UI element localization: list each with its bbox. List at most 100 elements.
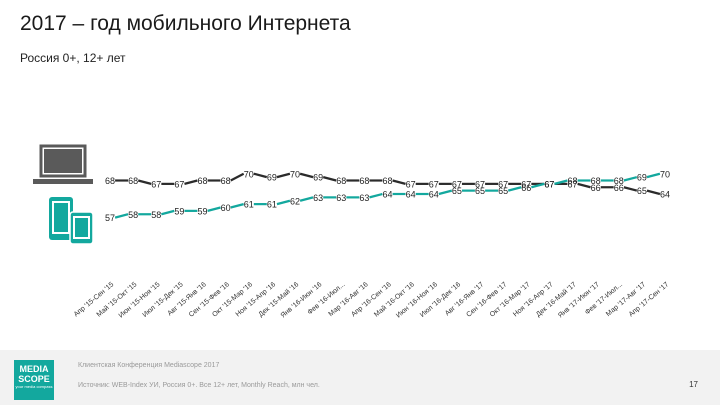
series-0-data-label: 67	[498, 179, 508, 189]
page-number: 17	[689, 380, 698, 389]
footer-source: Источник: WEB-Index УИ, Россия 0+. Все 1…	[78, 382, 320, 389]
series-1-data-label: 58	[151, 210, 161, 220]
series-1-data-label: 68	[614, 176, 624, 186]
series-0-segment	[623, 186, 638, 192]
logo-tag: your media compass	[15, 384, 53, 389]
x-tick-label: Апр '16-Сен '16	[350, 281, 393, 318]
series-1-data-label: 64	[382, 190, 392, 200]
tablet-phone-icon	[49, 197, 94, 245]
series-1-data-label: 66	[521, 183, 531, 193]
series-1-data-label: 65	[475, 186, 485, 196]
series-1-data-label: 64	[429, 190, 439, 200]
x-tick-label: Ноя '15-Апр '16	[235, 281, 278, 318]
series-1-segment	[161, 209, 175, 216]
series-1-data-label: 63	[313, 193, 323, 203]
series-0-data-label: 67	[567, 179, 577, 189]
logo-line2: SCOPE	[18, 374, 50, 384]
series-1-segment	[114, 213, 129, 219]
page-title: 2017 – год мобильного Интернета	[20, 12, 351, 35]
series-1-data-label: 67	[544, 179, 554, 189]
series-1-data-label: 68	[567, 176, 577, 186]
series-0-segment	[299, 172, 314, 179]
series-0-segment	[276, 172, 291, 179]
series-0-data-label: 65	[637, 186, 647, 196]
series-0-segment	[137, 179, 152, 185]
series-1-data-label: 58	[128, 210, 138, 220]
x-tick-label: Дек '15-Май '16	[257, 280, 300, 318]
series-0-data-label: 68	[382, 176, 392, 186]
x-tick-label: Ноя '16-Апр '17	[512, 281, 555, 318]
series-1-data-label: 69	[637, 173, 647, 183]
series-0-data-label: 66	[614, 183, 624, 193]
series-0-data-label: 69	[313, 173, 323, 183]
series-0-data-label: 68	[197, 176, 207, 186]
series-0-segment	[392, 179, 406, 185]
laptop-icon	[33, 144, 93, 184]
series-1-segment	[438, 189, 453, 196]
series-1-segment	[276, 199, 291, 206]
x-tick-label: Июл '15-Дек '15	[142, 281, 185, 319]
series-1-data-label: 65	[452, 186, 462, 196]
series-0-data-label: 68	[359, 176, 369, 186]
series-1-data-label: 68	[591, 176, 601, 186]
series-0-data-label: 64	[660, 190, 670, 200]
series-1-segment	[299, 196, 314, 202]
series-1-segment	[507, 186, 522, 192]
series-0-segment	[230, 172, 245, 182]
series-1-data-label: 59	[174, 206, 184, 216]
series-1-segment	[554, 179, 568, 185]
x-tick-label: Сен '16-Фев '17	[465, 281, 508, 319]
x-tick-label: Апр '15-Сен '15	[73, 281, 116, 318]
series-0-data-label: 68	[221, 176, 231, 186]
series-0-segment	[577, 182, 591, 189]
series-0-data-label: 70	[244, 169, 254, 179]
footer-bar	[0, 350, 720, 405]
series-0-data-label: 66	[591, 183, 601, 193]
series-0-data-label: 67	[174, 179, 184, 189]
series-1-data-label: 62	[290, 196, 300, 206]
series-1-segment	[230, 203, 244, 209]
series-0-segment	[184, 179, 198, 185]
series-1-segment	[531, 182, 545, 189]
series-0-data-label: 68	[105, 176, 115, 186]
x-tick-label: Янв '17-Июн '17	[557, 281, 601, 319]
x-tick-label: Дек '16-Май '17	[534, 280, 577, 318]
x-tick-label: Май '16-Окт '16	[372, 280, 416, 318]
series-0-segment	[253, 172, 268, 179]
x-tick-label: Мар '16-Авг '16	[328, 281, 370, 318]
x-tick-label: Мар '17-Авг '17	[605, 281, 647, 318]
series-0-data-label: 67	[475, 179, 485, 189]
x-tick-label: Июн '15-Ноя '15	[118, 281, 162, 319]
series-0-data-label: 69	[267, 173, 277, 183]
series-1-data-label: 70	[660, 169, 670, 179]
series-0-data-label: 68	[336, 176, 346, 186]
series-0-data-label: 68	[128, 176, 138, 186]
footer-conference: Клиентская Конференция Mediascope 2017	[78, 362, 220, 369]
series-1-segment	[207, 206, 221, 212]
x-tick-label: Янв '16-Июн '16	[280, 281, 324, 319]
series-0-data-label: 67	[521, 179, 531, 189]
series-1-segment	[623, 176, 638, 182]
series-1-data-label: 60	[221, 203, 231, 213]
x-tick-label: Май '15-Окт '15	[95, 280, 139, 318]
x-tick-label: Июл '16-Дек '16	[419, 281, 462, 319]
series-1-data-label: 59	[197, 206, 207, 216]
x-tick-label: Сен '15-Фев '16	[188, 281, 231, 319]
series-1-data-label: 57	[105, 213, 115, 223]
page-subtitle: Россия 0+, 12+ лет	[20, 51, 126, 65]
series-0-data-label: 67	[151, 179, 161, 189]
series-1-data-label: 63	[336, 193, 346, 203]
x-tick-label: Окт '16-Мар '17	[489, 281, 532, 319]
series-0-data-label: 67	[429, 179, 439, 189]
series-1-data-label: 61	[244, 200, 254, 210]
series-1: 57 58 58 59 59 60 61 61 62 63 63 63 64 64 64 65 65 65 66 67…	[105, 169, 670, 223]
series-0-data-label: 67	[544, 179, 554, 189]
series-1-segment	[646, 172, 661, 179]
series-0-data-label: 70	[290, 169, 300, 179]
x-tick-label: Апр '17-Сен '17	[628, 281, 671, 318]
x-tick-label: Июн '16-Ноя '16	[395, 281, 439, 319]
series-0-segment	[646, 189, 661, 196]
series-0-data-label: 67	[406, 179, 416, 189]
